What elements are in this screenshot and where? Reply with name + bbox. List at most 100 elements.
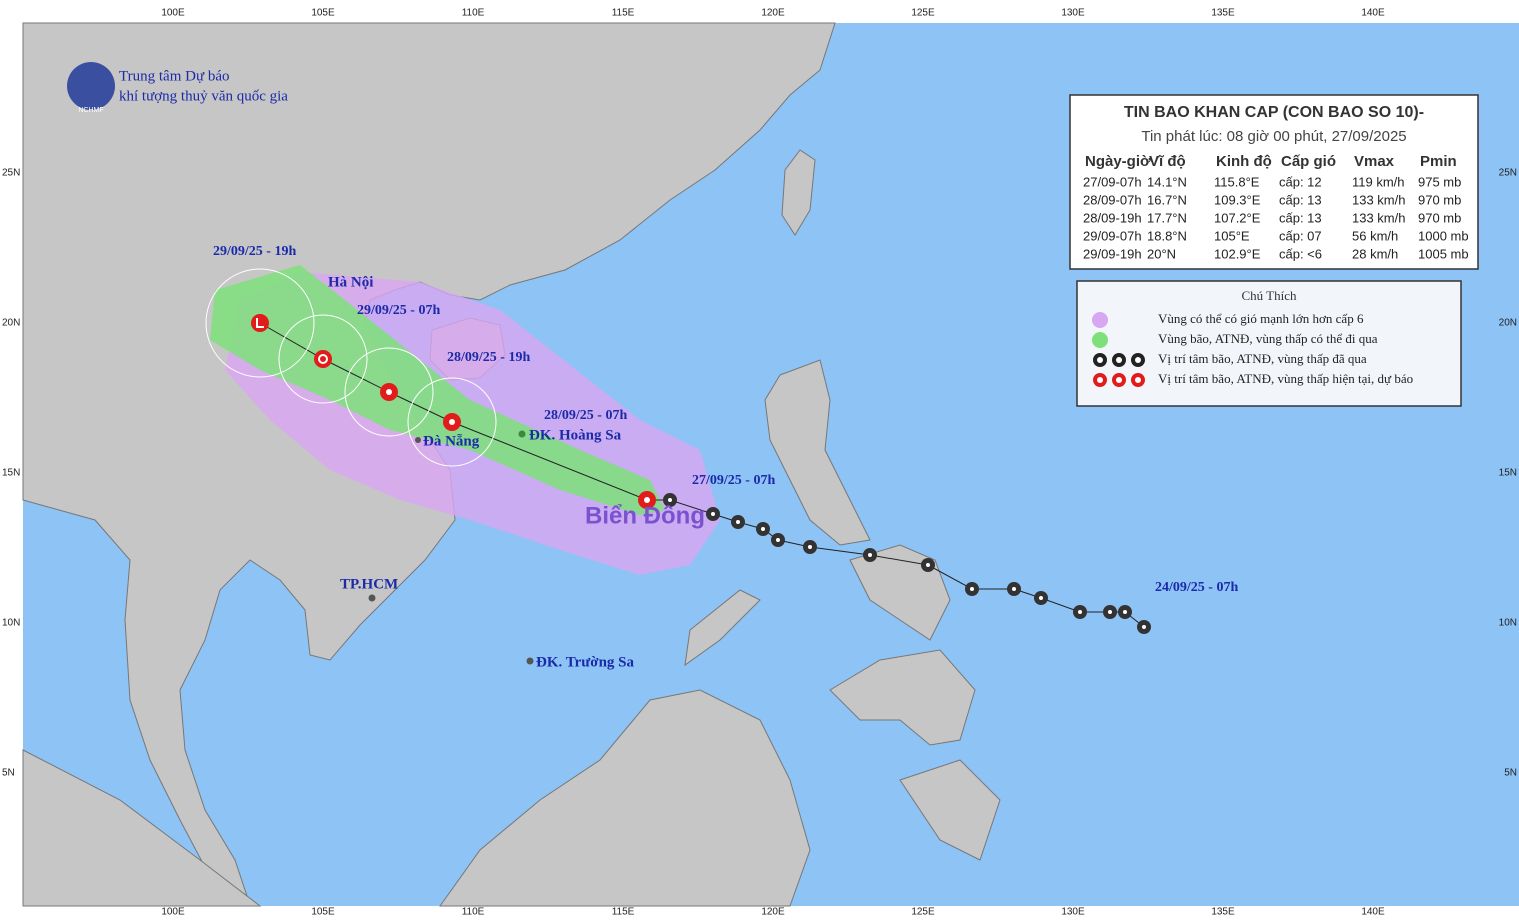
table-cell: 28/09-19h <box>1083 210 1142 225</box>
legend-item: Vị trí tâm bão, ATNĐ, vùng thấp hiện tại… <box>1158 371 1413 386</box>
place: TP.HCM <box>340 576 398 592</box>
logo-text: NCHMF <box>78 107 103 114</box>
legend-icon-eye <box>1116 357 1122 363</box>
past-eye <box>1078 610 1082 614</box>
table-cell: 102.9°E <box>1214 246 1261 261</box>
lat-label: 15N <box>2 468 20 479</box>
past-eye <box>761 527 765 531</box>
radius-circle <box>407 377 497 467</box>
sulawesi <box>899 759 1001 861</box>
lon-label: 130E <box>1061 8 1085 19</box>
table-cell: 29/09-19h <box>1083 246 1142 261</box>
table-cell: 28/09-07h <box>1083 192 1142 207</box>
lon-label: 140E <box>1361 907 1385 918</box>
place: Đà Nẵng <box>423 433 480 449</box>
past-eye <box>1123 610 1127 614</box>
forecast-eye <box>318 354 328 364</box>
table-cell: 133 km/h <box>1352 192 1405 207</box>
lat-label: 5N <box>2 768 15 779</box>
lon-label: 125E <box>911 907 935 918</box>
legend-title: Chú Thích <box>1241 288 1297 303</box>
past-eye <box>1142 625 1146 629</box>
legend-icon-eye <box>1135 357 1141 363</box>
radius-circle <box>344 347 434 437</box>
forecast-center <box>251 314 269 332</box>
past-eye <box>1012 587 1016 591</box>
table-cell: 133 km/h <box>1352 210 1405 225</box>
table-cell: 17.7°N <box>1147 210 1187 225</box>
lon-label: 115E <box>612 8 635 19</box>
lon-label: 135E <box>1211 8 1235 19</box>
table-cell: 14.1°N <box>1147 174 1187 189</box>
bulletin-title: TIN BAO KHAN CAP (CON BAO SO 10)- <box>1124 104 1424 121</box>
table-cell: 27/09-07h <box>1083 174 1142 189</box>
table-cell: 107.2°E <box>1214 210 1261 225</box>
table-cell: cấp: <6 <box>1279 246 1322 261</box>
lon-label: 135E <box>1211 907 1235 918</box>
place: Hà Nội <box>328 274 373 290</box>
legend: Chú Thích Vùng có thể có gió mạnh lớn hơ… <box>1076 280 1462 407</box>
lon-label: 130E <box>1061 907 1085 918</box>
legend-swatch <box>1092 312 1108 328</box>
table-cell: 109.3°E <box>1214 192 1261 207</box>
place-dot <box>415 437 421 443</box>
lon-label: 105E <box>311 8 335 19</box>
place-labels: Hà Nội Đà Nẵng ĐK. Hoàng Sa TP.HCM ĐK. T… <box>328 274 705 670</box>
forecast-eye <box>449 419 455 425</box>
table-cell: 1005 mb <box>1418 246 1469 261</box>
table-cell: 1000 mb <box>1418 228 1469 243</box>
time-label: 27/09/25 - 07h <box>692 473 775 488</box>
lon-label: 100E <box>161 907 185 918</box>
legend-item: Vùng có thể có gió mạnh lớn hơn cấp 6 <box>1158 311 1364 326</box>
luzon <box>764 359 871 546</box>
table-cell: 56 km/h <box>1352 228 1398 243</box>
logo <box>67 62 115 110</box>
bulletin-issued: Tin phát lúc: 08 giờ 00 phút, 27/09/2025 <box>1141 128 1406 145</box>
legend-icon-eye <box>1097 357 1103 363</box>
legend-icon-eye <box>1135 377 1141 383</box>
time-label: 29/09/25 - 19h <box>213 244 296 259</box>
lat-label: 20N <box>1499 318 1517 329</box>
table-cell: 18.8°N <box>1147 228 1187 243</box>
table-cell: 29/09-07h <box>1083 228 1142 243</box>
place-dot <box>526 657 534 665</box>
time-labels: 29/09/25 - 19h 29/09/25 - 07h 28/09/25 -… <box>213 244 1238 595</box>
past-eye <box>1039 596 1043 600</box>
legend-swatch <box>1092 332 1108 348</box>
lon-label: 140E <box>1361 8 1385 19</box>
lat-label: 10N <box>2 618 20 629</box>
column-header: Cấp gió <box>1281 153 1336 170</box>
table-cell: 970 mb <box>1418 192 1461 207</box>
lon-label: 115E <box>612 907 635 918</box>
past-eye <box>868 553 872 557</box>
lat-label: 5N <box>1504 768 1517 779</box>
legend-item: Vị trí tâm bão, ATNĐ, vùng thấp đã qua <box>1158 351 1367 366</box>
lon-label: 100E <box>161 8 185 19</box>
column-header: Vmax <box>1354 153 1395 170</box>
place-dot <box>518 430 526 438</box>
table-cell: 119 km/h <box>1352 174 1405 189</box>
time-label: 24/09/25 - 07h <box>1155 580 1238 595</box>
sumatra <box>22 749 262 907</box>
table-cell: 28 km/h <box>1352 246 1398 261</box>
legend-icon-eye <box>1116 377 1122 383</box>
bulletin-box <box>1069 94 1479 270</box>
past-track <box>647 499 1145 628</box>
table-cell: cấp: 12 <box>1279 174 1322 189</box>
table-cell: 20°N <box>1147 246 1176 261</box>
table-cell: cấp: 13 <box>1279 210 1322 225</box>
place: ĐK. Trường Sa <box>536 654 635 670</box>
past-eye <box>926 563 930 567</box>
past-eye <box>970 587 974 591</box>
legend-icon-eye <box>1097 377 1103 383</box>
table-cell: cấp: 07 <box>1279 228 1322 243</box>
column-header: Vĩ độ <box>1149 153 1186 170</box>
lat-label: 25N <box>2 168 20 179</box>
table-cell: 105°E <box>1214 228 1250 243</box>
lon-label: 120E <box>761 907 785 918</box>
place-dot <box>368 594 376 602</box>
axis-ticks: 100E 100E 105E 105E 110E 110E 115E 115E 120E 120E… <box>2 8 1517 918</box>
lon-label: 110E <box>462 8 485 19</box>
